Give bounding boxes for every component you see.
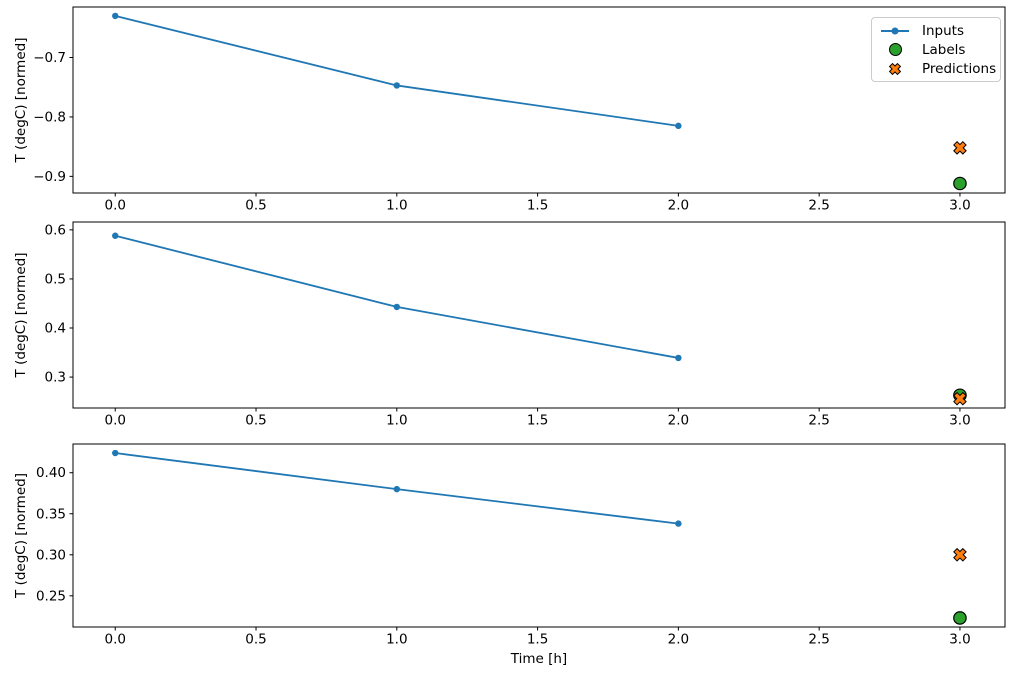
y-axis-label: T (degC) [normed] [13,253,29,379]
y-axis-label: T (degC) [normed] [13,473,29,599]
x-tick-label: 0.0 [104,198,125,214]
labels-circle-icon [880,42,910,58]
x-tick-label: 3.0 [949,632,970,648]
predictions-marker [953,391,967,406]
subplot-bottom: 0.0 0.5 1.0 1.5 2.0 2.5 3.0 0.40 0.35 0.30 0.25 T (… [13,443,1006,667]
x-tick-label: 1.5 [527,198,548,214]
legend-item-inputs: Inputs [880,21,994,40]
y-tick-label: −0.7 [33,50,66,66]
x-tick-label: 2.5 [808,413,829,429]
x-tick-label: 1.0 [386,632,407,648]
inputs-point [112,232,119,239]
inputs-line-dot-icon [880,23,910,39]
x-tick-label: 0.5 [245,413,266,429]
inputs-point [393,303,401,311]
x-tick-label: 2.5 [808,198,829,214]
labels-marker [953,176,967,191]
x-tick-label: 0.5 [245,632,266,648]
inputs-point [675,520,682,527]
y-tick-label: 0.4 [45,321,66,337]
labels-marker [953,611,967,625]
legend-item-predictions: Predictions [880,59,997,78]
x-tick-label: 0.5 [245,198,266,214]
legend-item-labels: Labels [880,40,994,59]
subplot-middle: 0.0 0.5 1.0 1.5 2.0 2.5 3.0 0.6 0.5 0.4 0.3 T (degC… [13,221,1006,429]
axes-frame [72,221,1006,409]
x-tick-label: 1.0 [386,413,407,429]
x-tick-label: 2.0 [668,413,689,429]
legend: Inputs Labels Predictions [871,17,1001,82]
labels-circle-glyph [888,43,902,56]
y-tick-label: 0.6 [45,222,66,238]
inputs-point [675,354,682,362]
y-tick-label: −0.8 [33,109,66,125]
y-tick-label: 0.25 [36,588,66,604]
x-tick-label: 2.0 [668,632,689,648]
y-tick-label: 0.30 [36,547,66,563]
inputs-point [675,122,682,130]
inputs-point [393,485,401,493]
x-tick-label: 2.5 [808,632,829,648]
x-tick-label: 2.0 [668,198,689,214]
predictions-x-icon [880,61,910,77]
axes-frame [72,443,1006,628]
x-tick-label: 1.5 [527,413,548,429]
inputs-point [112,449,119,457]
predictions-marker [953,140,967,155]
axes-frame [72,6,1006,194]
x-tick-label: 1.0 [386,198,407,214]
x-tick-label: 3.0 [949,413,970,429]
y-tick-label: −0.9 [33,169,66,185]
y-tick-label: 0.40 [36,465,66,481]
legend-label-predictions: Predictions [922,60,997,77]
x-tick-label: 0.0 [104,413,125,429]
inputs-point [112,12,119,20]
y-axis-label: T (degC) [normed] [13,38,29,164]
legend-label-labels: Labels [922,41,966,58]
legend-label-inputs: Inputs [922,22,964,39]
y-tick-label: 0.5 [45,271,66,287]
inputs-point [393,82,401,89]
x-tick-label: 0.0 [104,632,125,648]
x-axis-label: Time [h] [510,651,567,667]
x-tick-label: 1.5 [527,632,548,648]
predictions-marker [953,547,967,562]
predictions-x-glyph [888,62,902,75]
inputs-dot-glyph [891,27,899,34]
y-tick-label: 0.35 [36,506,66,522]
subplot-top: 0.0 0.5 1.0 1.5 2.0 2.5 3.0 −0.7 −0.8 −0.9T (degC… [13,6,1006,214]
x-tick-label: 3.0 [949,198,970,214]
y-tick-label: 0.3 [45,370,66,386]
